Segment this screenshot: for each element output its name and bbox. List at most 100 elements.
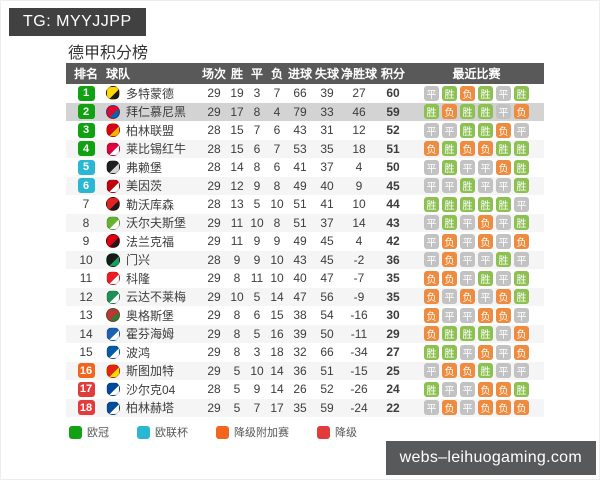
result-badge-draw: 平 — [442, 307, 457, 323]
table-row[interactable]: 3 柏林联盟 28 15 7 6 43 31 12 52 平平胜胜负平 — [66, 121, 544, 140]
result-badge-draw: 平 — [496, 215, 511, 231]
pts-cell: 22 — [386, 400, 400, 415]
rank-zone-badge: 17 — [77, 381, 95, 397]
recent-results-cell: 负胜胜胜平负 — [409, 326, 544, 342]
win-cell: 14 — [230, 160, 244, 175]
recent-results-cell: 平负负胜平平 — [409, 363, 544, 379]
table-row[interactable]: 13 奥格斯堡 29 8 6 15 38 54 -16 30 负平平负负平 — [66, 306, 544, 325]
table-row[interactable]: 6 美因茨 29 12 9 8 49 40 9 45 平平胜平平胜 — [66, 176, 544, 195]
tg-contact-badge: TG: MYYJJPP — [9, 8, 146, 36]
draw-cell: 10 — [250, 363, 264, 378]
result-badge-loss: 负 — [478, 344, 493, 360]
table-row[interactable]: 10 门兴 28 9 9 10 43 45 -2 36 平负平平胜平 — [66, 250, 544, 269]
gd-cell: 27 — [352, 86, 366, 101]
legend-label: 欧冠 — [87, 427, 109, 439]
gf-cell: 40 — [293, 271, 307, 286]
result-badge-win: 胜 — [442, 85, 457, 101]
rank-number: 7 — [82, 197, 90, 212]
table-row[interactable]: 15 波鸿 29 8 3 18 32 66 -34 27 胜胜平负平负 — [66, 343, 544, 362]
table-row[interactable]: 2 拜仁慕尼黑 29 17 8 4 79 33 46 59 胜负胜胜平负 — [66, 102, 544, 121]
pts-cell: 45 — [386, 178, 400, 193]
pts-cell: 27 — [386, 345, 400, 360]
gd-cell: -9 — [353, 289, 365, 304]
draw-cell: 9 — [253, 252, 261, 267]
result-badge-win: 胜 — [460, 178, 475, 194]
legend-swatch-icon — [137, 425, 150, 439]
result-badge-win: 胜 — [514, 381, 529, 397]
pts-cell: 24 — [386, 382, 400, 397]
team-cell: 沙尔克04 — [106, 381, 201, 398]
result-badge-win: 胜 — [496, 196, 511, 212]
table-row[interactable]: 18 柏林赫塔 29 5 7 17 35 59 -24 22 平负平负负负 — [66, 398, 544, 417]
loss-cell: 14 — [270, 382, 284, 397]
pts-cell: 51 — [386, 141, 400, 156]
draw-cell: 9 — [253, 382, 261, 397]
rank-number: 12 — [79, 289, 93, 304]
table-row[interactable]: 17 沙尔克04 28 5 9 14 26 52 -26 24 胜平平负负胜 — [66, 380, 544, 399]
team-logo-icon — [106, 326, 120, 341]
team-cell: 拜仁慕尼黑 — [106, 103, 201, 120]
table-row[interactable]: 12 云达不莱梅 29 10 5 14 47 56 -9 35 负平负平负胜 — [66, 287, 544, 306]
win-cell: 19 — [230, 86, 244, 101]
table-row[interactable]: 8 沃尔夫斯堡 29 11 10 8 51 37 14 43 平胜平负平胜 — [66, 213, 544, 232]
table-row[interactable]: 9 法兰克福 29 11 9 9 49 45 4 42 平负平负平负 — [66, 232, 544, 251]
ga-cell: 50 — [320, 326, 334, 341]
ga-cell: 37 — [320, 160, 334, 175]
recent-results-cell: 负胜负负胜胜 — [409, 141, 544, 157]
legend-swatch-icon — [69, 425, 82, 439]
table-row[interactable]: 11 科隆 29 8 11 10 40 47 -7 35 负负平胜平胜 — [66, 269, 544, 288]
played-cell: 28 — [207, 382, 221, 397]
legend-label: 降级附加赛 — [234, 427, 289, 439]
table-row[interactable]: 14 霍芬海姆 29 8 5 16 39 50 -11 29 负胜胜胜平负 — [66, 324, 544, 343]
loss-cell: 6 — [273, 123, 281, 138]
result-badge-draw: 平 — [478, 252, 493, 268]
table-row[interactable]: 5 弗赖堡 28 14 8 6 41 37 4 50 平胜平平负胜 — [66, 158, 544, 177]
ga-cell: 35 — [320, 141, 334, 156]
column-header-recent: 最近比赛 — [452, 67, 501, 81]
team-name: 科隆 — [126, 271, 151, 286]
played-cell: 29 — [207, 363, 221, 378]
recent-results-cell: 负平负平负胜 — [409, 289, 544, 305]
team-name: 波鸿 — [126, 345, 151, 360]
rank-cell: 7 — [66, 197, 106, 211]
ga-cell: 52 — [320, 382, 334, 397]
result-badge-win: 胜 — [442, 215, 457, 231]
win-cell: 11 — [230, 215, 244, 230]
table-row[interactable]: 7 勒沃库森 28 13 5 10 51 41 10 44 胜胜胜胜胜平 — [66, 195, 544, 214]
gf-cell: 47 — [293, 289, 307, 304]
team-name: 莱比锡红牛 — [126, 142, 187, 157]
result-badge-win: 胜 — [514, 289, 529, 305]
played-cell: 29 — [207, 289, 221, 304]
loss-cell: 14 — [270, 363, 284, 378]
win-cell: 10 — [230, 289, 244, 304]
loss-cell: 9 — [273, 234, 281, 249]
team-logo-icon — [106, 215, 120, 230]
team-name: 云达不莱梅 — [126, 290, 187, 305]
rank-cell: 6 — [66, 178, 106, 194]
recent-results-cell: 平胜平负平胜 — [409, 215, 544, 231]
result-badge-draw: 平 — [478, 289, 493, 305]
column-header-rank: 排名 — [73, 67, 98, 81]
ga-cell: 40 — [320, 178, 334, 193]
team-cell: 斯图加特 — [106, 362, 201, 379]
team-cell: 门兴 — [106, 251, 201, 268]
result-badge-draw: 平 — [442, 178, 457, 194]
table-row[interactable]: 4 莱比锡红牛 28 15 6 7 53 35 18 51 负胜负负胜胜 — [66, 139, 544, 158]
table-row[interactable]: 1 多特蒙德 29 19 3 7 66 39 27 60 平胜负胜平胜 — [66, 84, 544, 103]
win-cell: 8 — [233, 271, 241, 286]
result-badge-loss: 负 — [442, 104, 457, 120]
recent-results-cell: 负负平胜平胜 — [409, 270, 544, 286]
legend-label: 欧联杯 — [155, 427, 188, 439]
team-name: 法兰克福 — [126, 234, 175, 249]
gf-cell: 51 — [293, 197, 307, 212]
result-badge-draw: 平 — [496, 104, 511, 120]
rank-cell: 14 — [66, 327, 106, 341]
result-badge-draw: 平 — [514, 196, 529, 212]
result-badge-loss: 负 — [424, 270, 439, 286]
team-cell: 云达不莱梅 — [106, 288, 201, 305]
legend-item: 降级附加赛 — [216, 424, 289, 440]
table-row[interactable]: 16 斯图加特 29 5 10 14 36 51 -15 25 平负负胜平平 — [66, 361, 544, 380]
recent-results-cell: 负平平负负平 — [409, 307, 544, 323]
team-logo-icon — [106, 271, 120, 286]
gd-cell: 4 — [355, 160, 363, 175]
